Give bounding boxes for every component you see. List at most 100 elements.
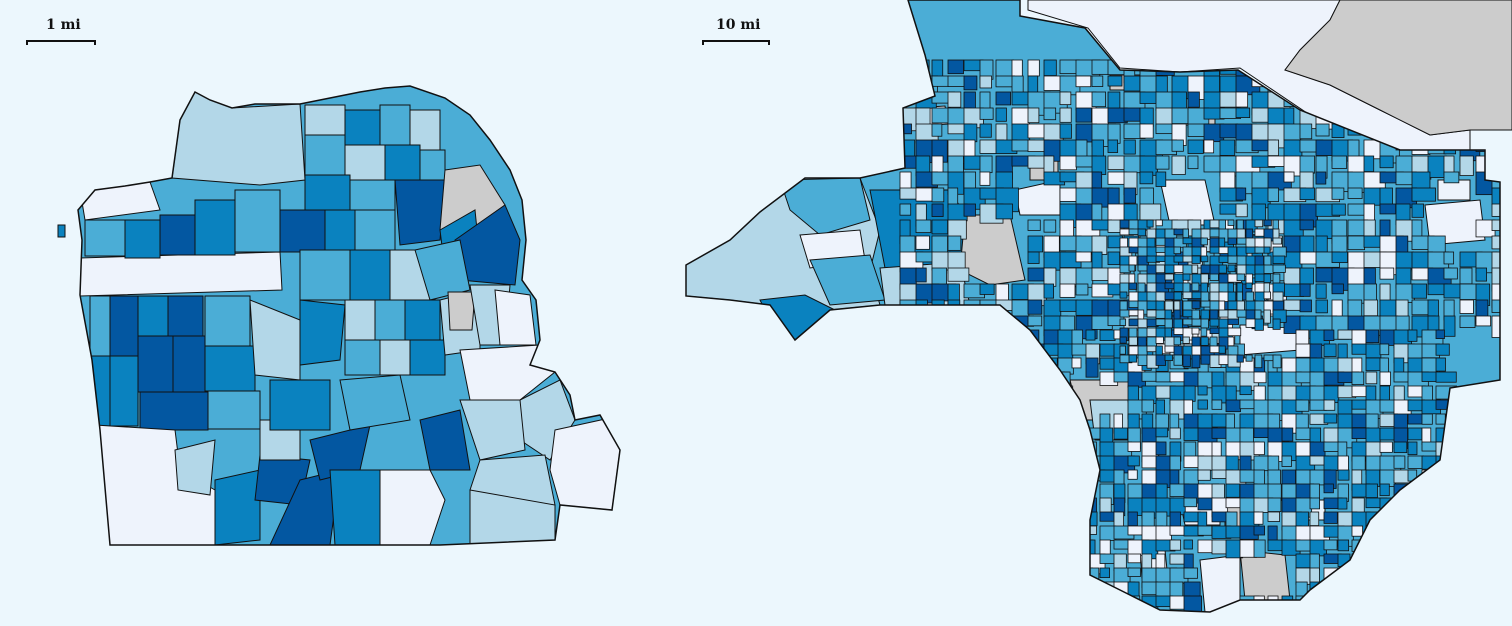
la-tract bbox=[931, 171, 949, 186]
la-tract bbox=[1395, 251, 1414, 270]
la-tract bbox=[1119, 291, 1128, 299]
la-tract bbox=[1085, 329, 1096, 341]
la-tract bbox=[1281, 427, 1294, 442]
la-tract bbox=[1435, 497, 1447, 519]
la-tract bbox=[1421, 567, 1433, 583]
la-tract bbox=[1123, 107, 1141, 122]
la-tract bbox=[1379, 567, 1395, 587]
la-tract bbox=[947, 235, 962, 251]
la-tract bbox=[1169, 553, 1186, 565]
la-tract bbox=[1200, 327, 1208, 337]
la-tract bbox=[1209, 246, 1221, 254]
la-tract bbox=[1183, 567, 1198, 579]
la-tract bbox=[1315, 123, 1330, 137]
la-tract bbox=[1407, 329, 1418, 342]
la-tract bbox=[1141, 581, 1158, 596]
la-tract bbox=[1347, 187, 1363, 199]
la-tract bbox=[947, 59, 964, 75]
la-tract bbox=[1379, 385, 1390, 403]
la-tract bbox=[1393, 441, 1408, 454]
la-tract bbox=[1459, 299, 1474, 314]
la-tract bbox=[1411, 203, 1424, 218]
la-tract bbox=[1491, 187, 1500, 205]
la-tract bbox=[1491, 155, 1500, 173]
la-tract bbox=[1281, 357, 1298, 374]
la-tract bbox=[1347, 267, 1365, 287]
la-tract bbox=[931, 315, 953, 332]
la-tract bbox=[1057, 413, 1076, 432]
la-tract bbox=[1299, 155, 1316, 174]
la-tract bbox=[1272, 246, 1287, 258]
la-tract bbox=[1331, 187, 1345, 200]
la-tract bbox=[1029, 469, 1050, 483]
la-tract bbox=[1407, 525, 1430, 547]
la-tract bbox=[1127, 511, 1138, 527]
la-tract bbox=[1281, 595, 1294, 612]
la-tract bbox=[1365, 595, 1382, 612]
la-tract bbox=[1146, 345, 1157, 353]
la-tract bbox=[1379, 399, 1396, 413]
la-tract bbox=[963, 75, 978, 91]
la-tract bbox=[1421, 483, 1440, 503]
la-tract bbox=[1393, 539, 1410, 554]
la-tract bbox=[1197, 371, 1213, 389]
la-tract bbox=[1407, 497, 1426, 517]
la-tract bbox=[899, 155, 919, 169]
la-tract bbox=[1421, 371, 1439, 382]
la-tract bbox=[1071, 427, 1082, 439]
la-tract bbox=[1263, 264, 1275, 274]
la-tract bbox=[1225, 525, 1241, 539]
la-tract bbox=[1299, 267, 1314, 285]
la-tract bbox=[1029, 371, 1040, 382]
la-tract bbox=[1337, 581, 1357, 593]
la-tract bbox=[1029, 413, 1044, 430]
la-tract bbox=[1127, 455, 1140, 467]
la-tract bbox=[1211, 455, 1228, 471]
la-tract bbox=[1379, 219, 1391, 237]
la-tract bbox=[1365, 553, 1387, 572]
la-tract bbox=[1203, 139, 1215, 154]
la-tract bbox=[1043, 567, 1061, 589]
la-tract bbox=[1365, 371, 1378, 385]
la-tract bbox=[931, 187, 945, 203]
la-tract bbox=[1365, 329, 1380, 344]
la-tract bbox=[1029, 497, 1049, 509]
la-tract bbox=[1119, 300, 1128, 312]
la-tract bbox=[1363, 299, 1379, 317]
la-tract bbox=[1379, 539, 1392, 561]
la-tract bbox=[1365, 539, 1384, 558]
la-tract bbox=[1029, 539, 1045, 558]
la-tract bbox=[1027, 299, 1043, 315]
la-tract bbox=[1155, 155, 1170, 170]
la-tract bbox=[1421, 497, 1433, 518]
la-tract bbox=[1057, 441, 1074, 464]
la-tract bbox=[1146, 219, 1154, 228]
la-tract bbox=[1182, 264, 1193, 275]
la-tract bbox=[1123, 139, 1136, 155]
la-tract bbox=[1225, 399, 1241, 413]
la-tract bbox=[1071, 595, 1083, 612]
la-tract bbox=[995, 107, 1007, 122]
la-tract bbox=[915, 219, 932, 234]
la-tract bbox=[1351, 371, 1365, 386]
la-tract bbox=[1091, 91, 1106, 108]
la-tract bbox=[1272, 318, 1281, 330]
la-tract bbox=[963, 123, 978, 143]
la-tract bbox=[1236, 219, 1244, 231]
la-tract bbox=[1091, 107, 1109, 126]
la-tract bbox=[1299, 235, 1315, 255]
la-tract bbox=[1164, 273, 1174, 281]
la-tract bbox=[1027, 107, 1040, 124]
la-tract bbox=[1253, 539, 1266, 558]
la-tract bbox=[1197, 525, 1213, 536]
la-tract bbox=[1253, 525, 1265, 536]
la-tract bbox=[1283, 123, 1301, 141]
la-tract bbox=[1421, 553, 1442, 574]
la-tract bbox=[1209, 228, 1221, 238]
la-tract bbox=[1119, 318, 1127, 326]
la-tract bbox=[1365, 525, 1378, 538]
la-tract bbox=[1295, 595, 1315, 612]
la-tract bbox=[979, 75, 992, 89]
la-tract bbox=[1071, 525, 1085, 541]
